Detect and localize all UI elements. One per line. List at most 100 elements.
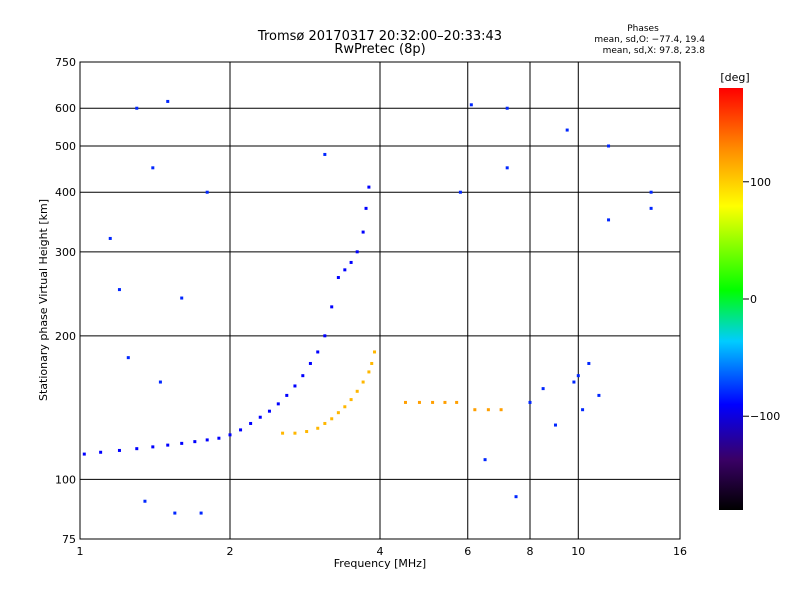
- data-point: [305, 430, 309, 434]
- data-point: [343, 268, 347, 272]
- data-point: [336, 276, 340, 280]
- data-point: [355, 389, 359, 393]
- data-point: [249, 421, 253, 425]
- colorbar-label: [deg]: [720, 71, 749, 84]
- data-point: [117, 288, 121, 292]
- data-point: [135, 106, 139, 110]
- y-tick-label: 750: [55, 56, 76, 69]
- data-point: [607, 144, 611, 148]
- data-point: [205, 438, 209, 442]
- data-point: [473, 408, 477, 412]
- data-point: [285, 393, 289, 397]
- data-point: [505, 166, 509, 170]
- y-tick-label: 200: [55, 330, 76, 343]
- data-point: [361, 230, 365, 234]
- data-point: [308, 361, 312, 365]
- data-points: [82, 99, 653, 515]
- data-point: [267, 409, 271, 413]
- data-point: [316, 350, 320, 354]
- data-point: [514, 495, 518, 499]
- data-point: [301, 374, 305, 378]
- y-tick-label: 300: [55, 246, 76, 259]
- data-point: [597, 393, 601, 397]
- y-tick-label: 75: [62, 533, 76, 546]
- data-point: [166, 443, 170, 447]
- data-point: [323, 152, 327, 156]
- data-point: [499, 408, 503, 412]
- data-point: [330, 417, 334, 421]
- data-point: [649, 206, 653, 210]
- data-point: [443, 400, 447, 404]
- x-tick-label: 6: [464, 545, 471, 558]
- data-point: [281, 431, 285, 435]
- colorbar-tick-label: 100: [750, 176, 771, 189]
- data-point: [276, 402, 280, 406]
- data-point: [486, 408, 490, 412]
- y-tick-labels: 75 100 200 300 400 500 600 750: [55, 56, 76, 546]
- x-tick-label: 8: [527, 545, 534, 558]
- data-point: [458, 190, 462, 194]
- data-point: [349, 398, 353, 402]
- data-point: [336, 411, 340, 415]
- x-tick-label: 2: [227, 545, 234, 558]
- x-tick-label: 10: [571, 545, 585, 558]
- phases-o-stats: mean, sd,O: −77.4, 19.4: [594, 35, 705, 45]
- data-point: [158, 380, 162, 384]
- data-point: [364, 206, 368, 210]
- data-point: [403, 400, 407, 404]
- data-point: [258, 415, 262, 419]
- data-point: [151, 445, 155, 449]
- data-point: [553, 423, 557, 427]
- x-tick-label: 16: [673, 545, 687, 558]
- data-point: [581, 408, 585, 412]
- data-point: [587, 361, 591, 365]
- data-point: [528, 400, 532, 404]
- y-tick-label: 400: [55, 186, 76, 199]
- data-point: [82, 452, 86, 456]
- data-point: [323, 421, 327, 425]
- data-point: [228, 433, 232, 437]
- grid-lines: [80, 62, 680, 539]
- data-point: [483, 458, 487, 462]
- chart-subtitle: RwPretec (8p): [334, 42, 425, 57]
- data-point: [649, 190, 653, 194]
- data-point: [99, 450, 103, 454]
- data-point: [217, 436, 221, 440]
- data-point: [239, 428, 243, 432]
- x-tick-labels: 1 2 4 6 8 10 16: [77, 545, 688, 558]
- data-point: [367, 185, 371, 189]
- data-point: [135, 447, 139, 451]
- data-point: [330, 305, 334, 309]
- data-point: [180, 296, 184, 300]
- colorbar-tick-label: −100: [750, 410, 780, 423]
- y-axis-label: Stationary phase Virtual Height [km]: [37, 199, 50, 401]
- data-point: [193, 440, 197, 444]
- y-tick-label: 500: [55, 140, 76, 153]
- data-point: [166, 99, 170, 103]
- data-point: [343, 405, 347, 409]
- data-point: [469, 103, 473, 107]
- chart-title: Tromsø 20170317 20:32:00–20:33:43: [257, 29, 502, 44]
- data-point: [572, 380, 576, 384]
- phases-x-stats: mean, sd,X: 97.8, 23.8: [603, 46, 706, 56]
- data-point: [576, 374, 580, 378]
- data-point: [541, 387, 545, 391]
- data-point: [151, 166, 155, 170]
- data-point: [349, 260, 353, 264]
- y-tick-label: 600: [55, 102, 76, 115]
- x-tick-label: 1: [77, 545, 84, 558]
- colorbar-tick-label: 0: [750, 293, 757, 306]
- data-point: [607, 218, 611, 222]
- data-point: [370, 361, 374, 365]
- data-point: [293, 384, 297, 388]
- data-point: [199, 511, 203, 515]
- data-point: [117, 448, 121, 452]
- data-point: [126, 356, 130, 360]
- data-point: [180, 441, 184, 445]
- data-point: [505, 106, 509, 110]
- data-point: [417, 400, 421, 404]
- data-point: [143, 499, 147, 503]
- data-point: [205, 190, 209, 194]
- data-point: [293, 431, 297, 435]
